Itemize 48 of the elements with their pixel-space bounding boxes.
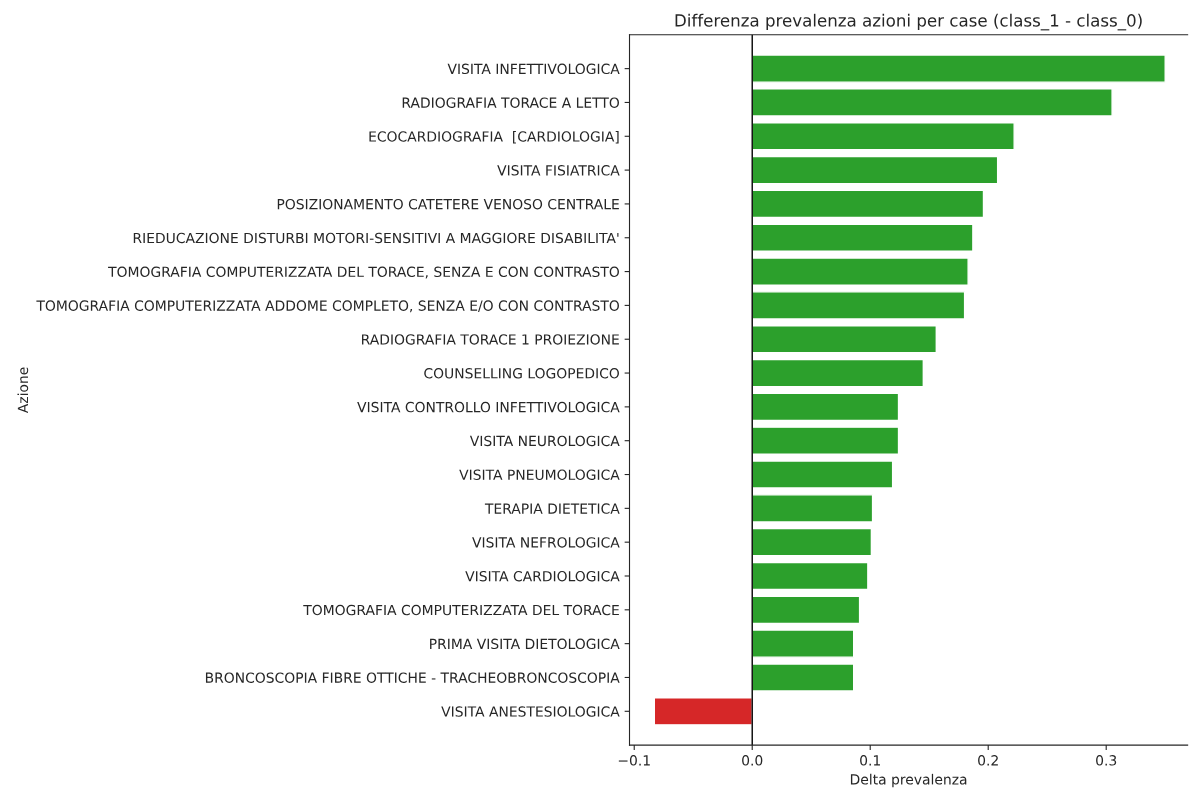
x-axis-title: Delta prevalenza — [850, 773, 967, 788]
bar — [653, 697, 753, 726]
y-tick-label: VISITA NEUROLOGICA — [469, 435, 620, 447]
y-tick-label: VISITA ANESTESIOLOGICA — [441, 706, 620, 717]
y-tick-label: BRONCOSCOPIA FIBRE OTTICHE - TRACHEOBRONCOSCOPIA — [205, 672, 620, 683]
bar — [751, 527, 873, 557]
bar — [751, 189, 985, 219]
bar — [751, 155, 999, 185]
bar — [751, 460, 894, 489]
y-axis-title: Azione — [17, 367, 29, 414]
y-tick-label: VISITA CARDIOLOGICA — [465, 570, 620, 582]
x-tick-label: 0.0 — [742, 755, 763, 766]
y-tick-label: COUNSELLING LOGOPEDICO — [424, 368, 619, 379]
y-tick-label: PRIMA VISITA DIETOLOGICA — [430, 638, 620, 650]
y-tick-label: TERAPIA DIETETICA — [484, 503, 620, 514]
y-tick-label: TOMOGRAFIA COMPUTERIZZATA DEL TORACE — [303, 604, 619, 616]
y-tick-label: TOMOGRAFIA COMPUTERIZZATA DEL TORACE, SENZA E CON CONTRASTO — [108, 266, 619, 279]
bar — [751, 257, 969, 286]
bar — [751, 494, 874, 523]
y-tick-label: VISITA FISIATRICA — [497, 165, 620, 176]
y-tick-label: VISITA PNEUMOLOGICA — [459, 469, 620, 480]
y-tick-label: RADIOGRAFIA TORACE A LETTO — [402, 97, 620, 108]
y-tick-label: POSIZIONAMENTO CATETERE VENOSO CENTRALE — [277, 198, 619, 210]
bar — [751, 325, 937, 354]
x-tick-label: 0.3 — [1096, 755, 1117, 766]
y-tick-label: RIEDUCAZIONE DISTURBI MOTORI-SENSITIVI A MAGGIORE DISABILITA' — [133, 232, 619, 244]
bar — [751, 291, 966, 320]
bar — [751, 358, 925, 388]
bar — [751, 663, 855, 692]
bar — [751, 54, 1166, 83]
x-tick-label: −0.1 — [618, 755, 650, 766]
y-tick-label: ECOCARDIOGRAFIA [CARDIOLOGIA] — [369, 131, 619, 144]
bar — [751, 223, 974, 252]
bar — [751, 561, 869, 591]
y-tick-label: VISITA CONTROLLO INFETTIVOLOGICA — [357, 401, 620, 413]
bar — [751, 392, 900, 422]
x-tick-label: 0.2 — [978, 755, 998, 766]
y-tick-label: TOMOGRAFIA COMPUTERIZZATA ADDOME COMPLETO, SENZA E/O CON CONTRASTO — [36, 300, 619, 313]
y-tick-label: RADIOGRAFIA TORACE 1 PROIEZIONE — [362, 334, 619, 345]
bar — [751, 629, 855, 658]
x-tick-label: 0.1 — [860, 755, 880, 766]
chart-title: Differenza prevalenza azioni per case (class_1 - class_0) — [675, 13, 1142, 31]
y-tick-label: VISITA NEFROLOGICA — [472, 537, 620, 548]
bar — [751, 426, 900, 455]
y-tick-label: VISITA INFETTIVOLOGICA — [447, 63, 620, 75]
bar — [751, 595, 861, 625]
bar — [751, 88, 1113, 117]
bar — [751, 122, 1015, 151]
